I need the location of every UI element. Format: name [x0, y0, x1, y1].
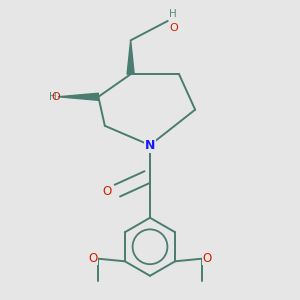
Text: H: H	[169, 9, 177, 20]
Text: O: O	[51, 92, 60, 102]
Text: O: O	[202, 252, 212, 265]
Text: O: O	[169, 22, 178, 33]
Text: O: O	[103, 185, 112, 198]
Text: H: H	[49, 92, 56, 102]
Polygon shape	[58, 93, 98, 100]
Text: N: N	[145, 139, 155, 152]
Polygon shape	[127, 40, 134, 74]
Text: O: O	[88, 252, 98, 265]
